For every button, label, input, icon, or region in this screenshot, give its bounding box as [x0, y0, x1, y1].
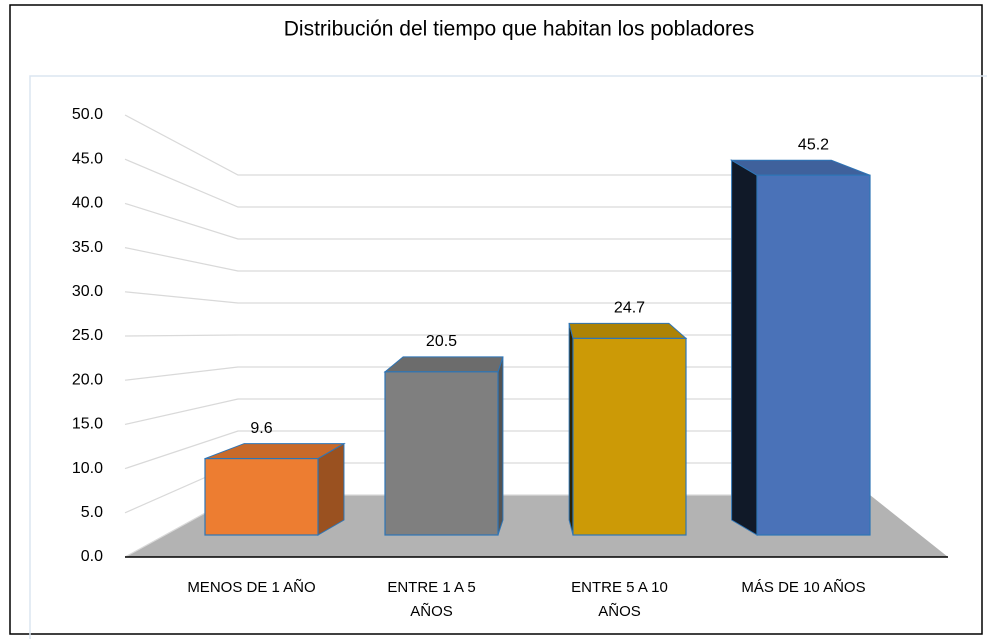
- chart-title: Distribución del tiempo que habitan los …: [284, 18, 754, 41]
- bar-side: [731, 159, 758, 536]
- grid-line: [124, 247, 870, 272]
- x-tick-label: MENOS DE 1 AÑO: [187, 579, 316, 596]
- y-tick-label: 50.0: [72, 106, 103, 123]
- bar-top: [383, 356, 504, 373]
- bar: [572, 337, 687, 536]
- y-tick-label: 15.0: [72, 416, 103, 433]
- data-label: 45.2: [798, 136, 829, 153]
- y-tick-label: 40.0: [72, 195, 103, 212]
- y-tick-label: 20.0: [72, 371, 103, 388]
- bar: [756, 174, 871, 536]
- x-tick-label: ENTRE 1 A 5 AÑOS: [387, 579, 476, 620]
- plot-area: [29, 75, 987, 639]
- grid-line: [124, 114, 870, 176]
- bar: [384, 371, 499, 536]
- y-tick-label: 5.0: [81, 504, 103, 521]
- y-tick-label: 35.0: [72, 239, 103, 256]
- x-tick-label: ENTRE 5 A 10 AÑOS: [571, 579, 668, 620]
- y-tick-label: 25.0: [72, 327, 103, 344]
- bar-side: [497, 356, 504, 536]
- data-label: 24.7: [614, 300, 645, 317]
- data-label: 9.6: [250, 420, 272, 437]
- bar-side: [317, 442, 345, 536]
- y-tick-label: 45.0: [72, 150, 103, 167]
- grid-line: [124, 202, 870, 240]
- bar-top: [568, 322, 688, 339]
- bar: [204, 457, 319, 536]
- y-tick-label: 30.0: [72, 283, 103, 300]
- y-tick-label: 10.0: [72, 460, 103, 477]
- y-tick-label: 0.0: [81, 548, 103, 565]
- grid-line: [124, 158, 870, 208]
- x-tick-label: MÁS DE 10 AÑOS: [741, 579, 866, 596]
- grid-line: [124, 291, 870, 304]
- data-label: 20.5: [426, 333, 457, 350]
